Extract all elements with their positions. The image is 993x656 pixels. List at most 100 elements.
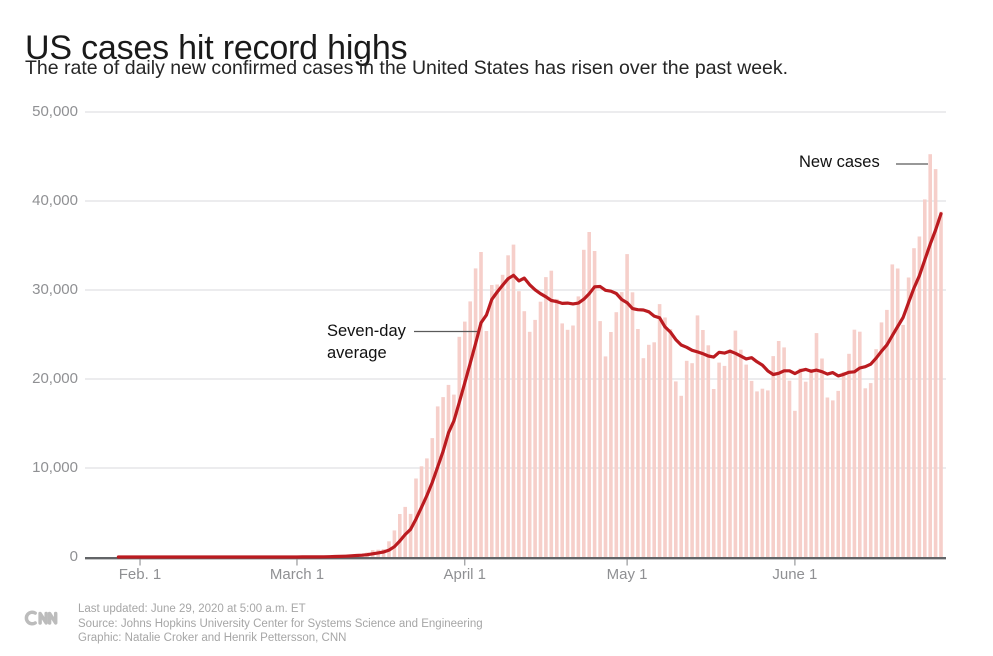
new-cases-bar (766, 390, 770, 557)
new-cases-bar (847, 353, 851, 557)
new-cases-bar (885, 309, 889, 557)
new-cases-bar (782, 347, 786, 557)
new-cases-bar (852, 329, 857, 557)
new-cases-bar (858, 331, 862, 557)
new-cases-bar (408, 513, 413, 557)
new-cases-bar (939, 211, 943, 557)
new-cases-bar (928, 154, 932, 557)
new-cases-bar (587, 232, 591, 557)
new-cases-bar (755, 391, 759, 557)
new-cases-bar (776, 341, 781, 557)
new-cases-bar (571, 325, 575, 557)
footer-last-updated: Last updated: June 29, 2020 at 5:00 a.m.… (78, 603, 306, 615)
new-cases-bar (495, 284, 499, 557)
y-tick-label: 0 (69, 548, 78, 565)
new-cases-bar (457, 336, 462, 557)
new-cases-bar (874, 349, 878, 557)
new-cases-bar (760, 388, 765, 557)
x-tick-label: Feb. 1 (118, 566, 162, 583)
footer-credits: Last updated: June 29, 2020 at 5:00 a.m.… (78, 602, 483, 646)
new-cases-bars (273, 154, 943, 558)
cnn-logo-c (24, 610, 37, 626)
new-cases-bar (684, 360, 689, 557)
new-cases-bar (679, 395, 683, 557)
new-cases-bar (879, 322, 884, 557)
new-cases-bar (560, 323, 564, 557)
new-cases-bar (430, 438, 435, 557)
new-cases-bar (625, 254, 629, 557)
new-cases-bar (652, 342, 656, 557)
new-cases-bar (906, 277, 911, 557)
new-cases-bar (690, 363, 694, 557)
new-cases-bar (771, 356, 775, 557)
x-tick-label: April 1 (443, 566, 487, 583)
new-cases-bar (901, 324, 905, 557)
seven-day-average-line (116, 212, 943, 559)
new-cases-bar (733, 330, 738, 557)
new-cases-bar (598, 321, 602, 557)
new-cases-bar (490, 285, 494, 557)
new-cases-bar (711, 389, 716, 557)
new-cases-bar (895, 268, 900, 557)
new-cases-bar (435, 406, 440, 557)
new-cases-bar (923, 199, 927, 557)
new-cases-bar (825, 397, 830, 557)
new-cases-bar (468, 301, 472, 557)
new-cases-bar (701, 330, 705, 557)
new-cases-label: New cases (799, 153, 880, 171)
new-cases-bar (820, 358, 824, 557)
x-tick-label: March 1 (269, 566, 325, 583)
cnn-logo-n1 (38, 611, 48, 625)
new-cases-bar (479, 252, 483, 557)
new-cases-bar (473, 268, 478, 557)
new-cases-bar (814, 333, 819, 557)
new-cases-bar (500, 274, 505, 557)
new-cases-bar (452, 394, 456, 557)
new-cases-bar (592, 251, 597, 557)
new-cases-bar (663, 317, 667, 557)
new-cases-bar (630, 292, 635, 557)
new-cases-bar (912, 248, 916, 557)
new-cases-bar (425, 458, 429, 557)
new-cases-bar (446, 384, 451, 557)
new-cases-bar (565, 329, 570, 557)
new-cases-bar (722, 365, 727, 557)
y-tick-label: 20,000 (32, 370, 78, 387)
new-cases-bar (868, 383, 873, 557)
new-cases-bar (463, 321, 467, 557)
new-cases-bar (522, 311, 527, 557)
new-cases-bar (809, 368, 813, 557)
new-cases-bar (582, 249, 586, 558)
new-cases-bar (398, 514, 402, 557)
page-title: US cases hit record highs (25, 28, 408, 67)
new-cases-bar (647, 344, 651, 557)
new-cases-bar (749, 380, 754, 557)
new-cases-bar (517, 291, 521, 557)
new-cases-bar (619, 292, 624, 557)
y-tick-label: 30,000 (32, 281, 78, 298)
new-cases-bar (890, 264, 895, 557)
new-cases-bar (695, 315, 700, 557)
new-cases-bar (836, 390, 840, 557)
footer-graphic-credit: Graphic: Natalie Croker and Henrik Pette… (78, 632, 347, 645)
x-tick-label: June 1 (772, 566, 818, 583)
new-cases-bar (798, 368, 803, 557)
new-cases-bar (668, 329, 673, 557)
new-cases-bar (603, 356, 608, 557)
y-tick-label: 50,000 (32, 103, 78, 120)
cnn-logo (24, 610, 58, 626)
new-cases-bar (674, 381, 678, 557)
new-cases-bar (555, 298, 559, 557)
new-cases-bar (739, 349, 743, 557)
new-cases-bar (717, 362, 721, 557)
new-cases-bar (538, 301, 543, 557)
new-cases-bar (933, 169, 938, 557)
new-cases-bar (511, 244, 516, 557)
page-subtitle: The rate of daily new confirmed cases in… (25, 57, 789, 79)
y-tick-label: 10,000 (32, 459, 78, 476)
new-cases-bar (576, 296, 581, 557)
new-cases-bar (484, 331, 489, 557)
new-cases-bar (392, 530, 397, 557)
footer-source: Source: Johns Hopkins University Center … (78, 617, 483, 630)
